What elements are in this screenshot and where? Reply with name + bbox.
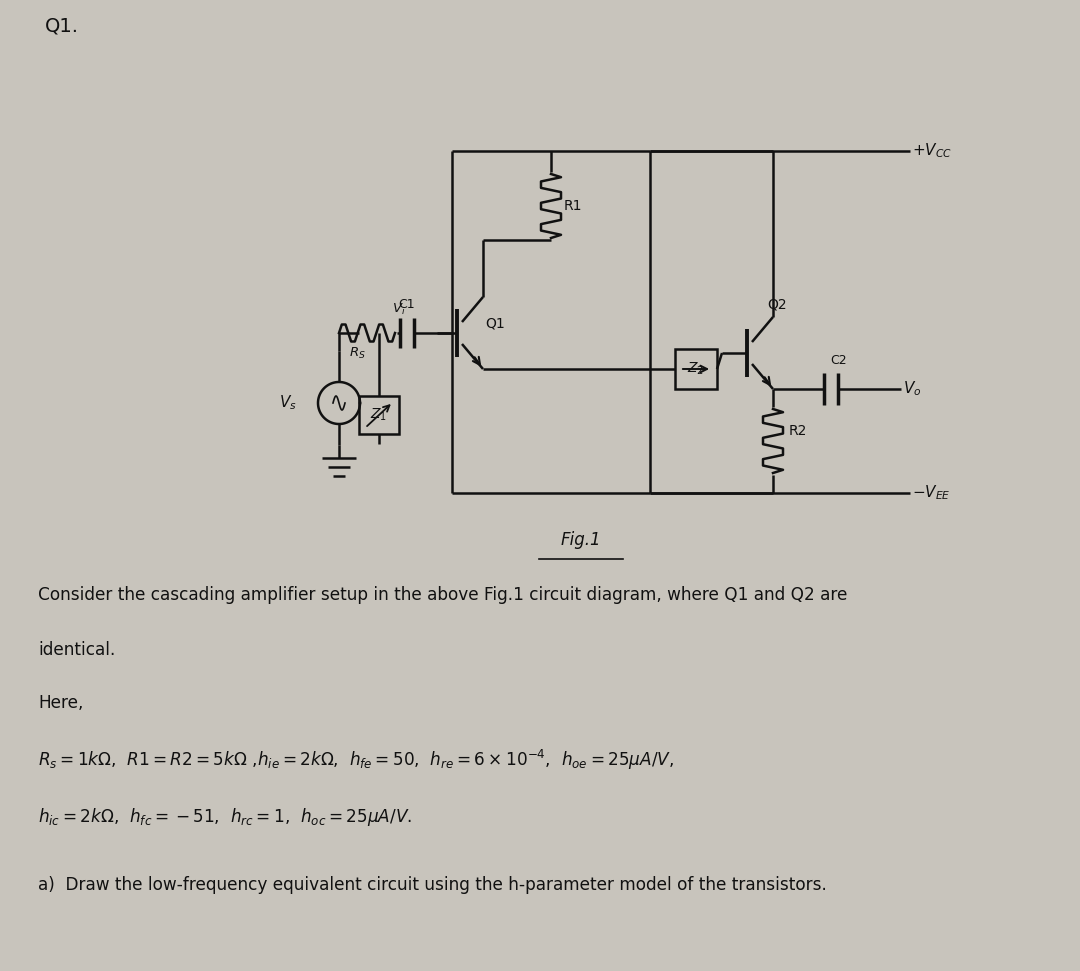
Text: $h_{ic} = 2k\Omega$,  $h_{fc} = -51$,  $h_{rc} = 1$,  $h_{oc} = 25\mu A/V$.: $h_{ic} = 2k\Omega$, $h_{fc} = -51$, $h_…	[38, 806, 413, 828]
Text: C2: C2	[831, 354, 848, 367]
Text: R1: R1	[564, 199, 582, 213]
Text: R2: R2	[789, 424, 808, 438]
Text: $V_i$: $V_i$	[392, 302, 406, 318]
Text: Consider the cascading amplifier setup in the above Fig.1 circuit diagram, where: Consider the cascading amplifier setup i…	[38, 586, 848, 604]
Text: Fig.1: Fig.1	[561, 531, 602, 549]
Text: $-V_{EE}$: $-V_{EE}$	[912, 484, 950, 502]
Text: $Z_2$: $Z_2$	[688, 361, 704, 377]
Text: $+V_{CC}$: $+V_{CC}$	[912, 142, 953, 160]
Text: $V_o$: $V_o$	[903, 380, 921, 398]
Text: C1: C1	[399, 298, 416, 311]
Text: $Z_1$: $Z_1$	[370, 407, 388, 423]
Bar	[359, 396, 399, 434]
Text: Here,: Here,	[38, 694, 83, 712]
Text: Q2: Q2	[767, 297, 787, 311]
Text: a)  Draw the low-frequency equivalent circuit using the h-parameter model of the: a) Draw the low-frequency equivalent cir…	[38, 876, 827, 894]
Text: identical.: identical.	[38, 641, 116, 659]
Bar	[675, 349, 717, 389]
Text: $V_s$: $V_s$	[280, 393, 297, 413]
Text: Q1.: Q1.	[45, 16, 79, 35]
Text: $R_s = 1k\Omega$,  $R1 = R2 = 5k\Omega$ ,$h_{ie} = 2k\Omega$,  $h_{fe} = 50$,  $: $R_s = 1k\Omega$, $R1 = R2 = 5k\Omega$ ,…	[38, 748, 674, 772]
Text: Q1: Q1	[485, 316, 504, 330]
Text: $R_S$: $R_S$	[349, 346, 365, 361]
